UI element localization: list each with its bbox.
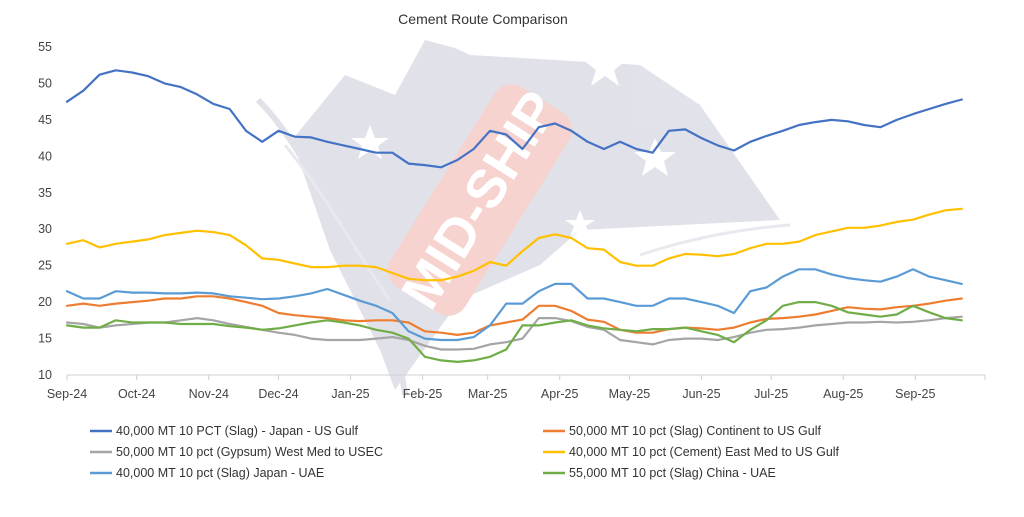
x-tick-label: Feb-25 bbox=[403, 387, 443, 401]
legend-label: 40,000 MT 10 pct (Slag) Japan - UAE bbox=[116, 466, 324, 480]
x-tick-label: Sep-24 bbox=[47, 387, 87, 401]
y-tick-label: 40 bbox=[38, 149, 52, 163]
y-tick-label: 25 bbox=[38, 259, 52, 273]
y-tick-label: 10 bbox=[38, 368, 52, 382]
legend-label: 40,000 MT 10 pct (Cement) East Med to US… bbox=[569, 445, 840, 459]
chart-title: Cement Route Comparison bbox=[398, 11, 568, 27]
legend-label: 50,000 MT 10 pct (Gypsum) West Med to US… bbox=[116, 445, 383, 459]
x-tick-label: Sep-25 bbox=[895, 387, 935, 401]
watermark-swirl-2 bbox=[283, 144, 392, 301]
series-line-4 bbox=[65, 207, 963, 282]
series-line-2 bbox=[65, 295, 963, 336]
x-tick-label: Aug-25 bbox=[823, 387, 863, 401]
star-icon bbox=[351, 125, 389, 159]
y-axis: 10 15 20 25 30 35 40 45 50 55 bbox=[38, 40, 52, 382]
y-tick-label: 55 bbox=[38, 40, 52, 54]
x-tick-label: Apr-25 bbox=[541, 387, 579, 401]
series-line-3 bbox=[65, 315, 963, 351]
y-tick-label: 35 bbox=[38, 186, 52, 200]
star-icon bbox=[565, 210, 595, 237]
legend-label: 50,000 MT 10 pct (Slag) Continent to US … bbox=[569, 424, 822, 438]
x-tick-label: Jan-25 bbox=[331, 387, 369, 401]
y-tick-label: 15 bbox=[38, 332, 52, 346]
x-tick-label: Jul-25 bbox=[754, 387, 788, 401]
x-tick-label: Jun-25 bbox=[682, 387, 720, 401]
y-tick-label: 20 bbox=[38, 295, 52, 309]
watermark-flag bbox=[292, 40, 780, 390]
x-tick-label: Mar-25 bbox=[468, 387, 508, 401]
star-icon bbox=[583, 45, 627, 86]
x-tick-label: Oct-24 bbox=[118, 387, 156, 401]
legend: 40,000 MT 10 PCT (Slag) - Japan - US Gul… bbox=[90, 424, 840, 480]
watermark-swirl-3 bbox=[639, 223, 791, 257]
series-line-5 bbox=[65, 268, 963, 342]
legend-label: 55,000 MT 10 pct (Slag) China - UAE bbox=[569, 466, 776, 480]
series-lines bbox=[65, 69, 963, 363]
y-tick-label: 50 bbox=[38, 76, 52, 90]
series-line-1 bbox=[65, 69, 963, 169]
series-line-6 bbox=[65, 301, 963, 363]
y-tick-label: 30 bbox=[38, 222, 52, 236]
y-tick-label: 45 bbox=[38, 113, 52, 127]
x-tick-label: Nov-24 bbox=[189, 387, 229, 401]
x-axis: Sep-24 Oct-24 Nov-24 Dec-24 Jan-25 Feb-25 Mar-… bbox=[47, 375, 986, 401]
watermark-stars bbox=[351, 45, 676, 237]
watermark: MID-SHIP bbox=[255, 40, 791, 396]
x-tick-label: Dec-24 bbox=[258, 387, 298, 401]
legend-label: 40,000 MT 10 PCT (Slag) - Japan - US Gul… bbox=[116, 424, 359, 438]
watermark-swirl bbox=[255, 97, 408, 396]
x-tick-label: May-25 bbox=[609, 387, 651, 401]
star-icon bbox=[634, 138, 676, 176]
watermark-band bbox=[387, 84, 573, 316]
